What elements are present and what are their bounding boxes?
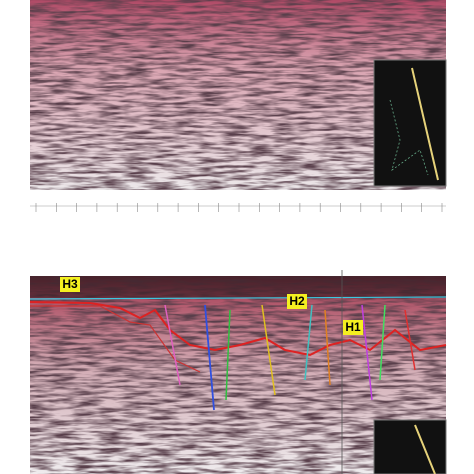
horizon-label: H1 bbox=[345, 320, 361, 334]
seafloor-band bbox=[30, 276, 446, 298]
horizon-label: H3 bbox=[62, 277, 78, 291]
fault bbox=[261, 304, 276, 396]
horizon-label: H2 bbox=[289, 294, 305, 308]
faults bbox=[164, 270, 416, 474]
red-horizon-deep bbox=[30, 305, 201, 373]
inset-line bbox=[414, 424, 436, 474]
inset-map bbox=[373, 419, 447, 474]
cyan-horizon bbox=[29, 296, 447, 300]
strip-ticks bbox=[35, 203, 443, 212]
fault bbox=[225, 309, 231, 401]
inset-track bbox=[389, 99, 429, 176]
fault bbox=[304, 304, 313, 381]
tick-strip bbox=[30, 203, 446, 212]
label-box bbox=[60, 277, 80, 292]
inset-line bbox=[411, 67, 439, 181]
fault bbox=[324, 309, 331, 386]
label-box bbox=[343, 320, 363, 335]
fault bbox=[204, 304, 215, 411]
fault bbox=[164, 304, 181, 386]
fault bbox=[379, 304, 386, 381]
red-horizon bbox=[29, 301, 447, 357]
fault bbox=[361, 304, 373, 401]
label-box bbox=[287, 294, 307, 309]
top-panel bbox=[30, 0, 447, 190]
bottom-panel bbox=[29, 270, 447, 474]
horizon-labels: H3 H2 H1 bbox=[60, 277, 363, 335]
fault bbox=[404, 309, 416, 371]
